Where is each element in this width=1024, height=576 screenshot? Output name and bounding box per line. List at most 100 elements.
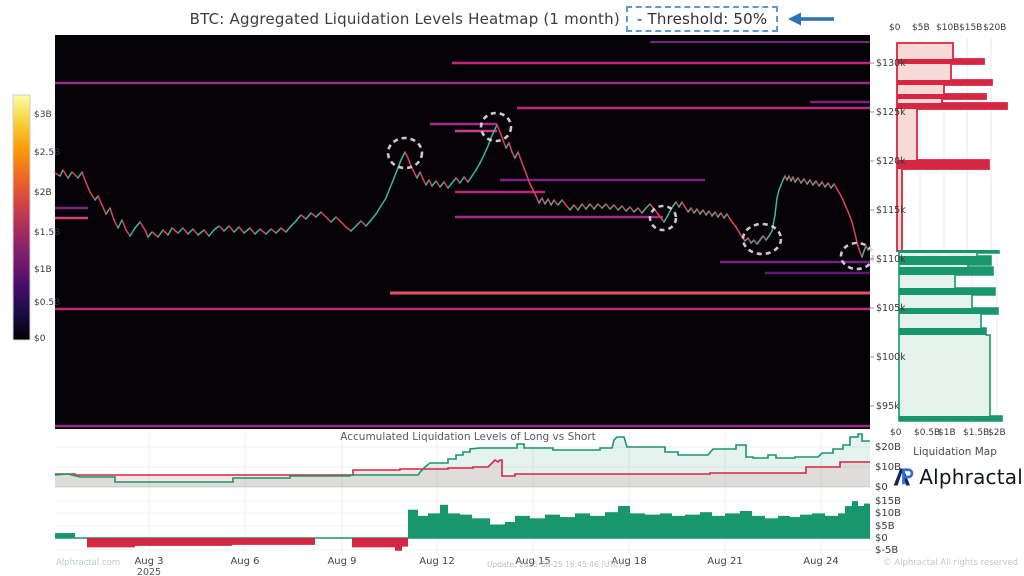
liquidation-map-label: Liquidation Map <box>913 446 997 458</box>
net-long-bar <box>790 517 800 538</box>
price-line-segment <box>270 228 277 234</box>
price-line-segment <box>762 235 767 241</box>
price-line-segment <box>726 213 731 220</box>
date-label: Aug 12 <box>419 556 455 567</box>
price-line-segment <box>738 231 743 238</box>
price-line-segment <box>806 179 811 185</box>
price-axis-label: $105k <box>876 303 906 314</box>
price-line-segment <box>84 179 91 193</box>
price-line-segment <box>729 218 734 224</box>
price-line-segment <box>487 137 492 147</box>
price-line-segment <box>97 195 103 206</box>
price-line-segment <box>824 182 829 188</box>
date-label: Aug 3 2025 <box>134 556 164 576</box>
price-line-segment <box>672 201 677 207</box>
price-line-segment <box>280 227 287 233</box>
price-line-segment <box>699 209 704 215</box>
price-line-segment <box>529 183 534 191</box>
price-line-segment <box>601 203 607 209</box>
threshold-arrow-icon <box>788 12 835 26</box>
net-short-bar <box>135 538 232 546</box>
price-line-segment <box>511 151 516 159</box>
price-line-segment <box>735 226 740 233</box>
price-line-segment <box>800 178 805 184</box>
net-long-bar <box>660 513 672 538</box>
price-line-segment <box>419 171 424 180</box>
net-axis-label: $15B <box>875 496 901 507</box>
liqmap-bottom-axis-label: $0 <box>890 428 902 438</box>
price-line-segment <box>129 227 136 237</box>
net-long-bar <box>778 515 790 538</box>
net-long-bar <box>845 506 852 538</box>
price-line-segment <box>649 203 655 210</box>
price-line-segment <box>467 175 473 183</box>
price-line-segment <box>62 169 69 179</box>
price-line-segment <box>139 221 146 231</box>
price-line-segment <box>663 216 668 223</box>
price-line-segment <box>653 208 659 215</box>
alphractal-logo-text: Alphractal <box>919 465 1023 489</box>
price-line-segment <box>496 124 501 133</box>
price-line-segment <box>425 179 430 186</box>
net-long-bar <box>605 512 618 538</box>
price-line-segment <box>544 198 549 205</box>
price-line-segment <box>550 199 555 206</box>
net-long-bar <box>472 518 490 538</box>
price-line-segment <box>463 176 469 183</box>
liqmap-bottom-axis-label: $2B <box>988 428 1006 438</box>
price-line-segment <box>404 151 409 159</box>
date-label: Aug 24 <box>803 556 839 567</box>
net-long-bar <box>645 514 660 538</box>
net-bars-panel <box>55 500 870 551</box>
colorbar <box>12 94 31 341</box>
net-long-bar <box>575 513 590 538</box>
price-line-segment <box>117 219 123 229</box>
price-line-segment <box>784 175 788 181</box>
price-line-segment <box>818 181 823 187</box>
price-line-segment <box>605 203 611 210</box>
net-long-bar <box>812 513 825 538</box>
price-line-segment <box>827 182 832 189</box>
price-line-segment <box>573 204 579 211</box>
liqmap-top-axis-label: $5B <box>912 23 930 33</box>
price-line-segment <box>493 124 498 132</box>
liqmap-bottom-axis-label: $1B <box>938 428 956 438</box>
liqmap-top-axis-label: $15B <box>959 23 983 33</box>
price-line-segment <box>532 189 537 197</box>
price-line-segment <box>380 197 387 207</box>
price-line-segment <box>208 229 215 237</box>
price-line-segment <box>693 208 698 214</box>
price-axis-label: $95k <box>876 401 900 412</box>
net-long-bar <box>418 515 428 538</box>
price-line-segment <box>162 229 169 236</box>
price-line-segment <box>666 210 671 218</box>
price-line-segment <box>455 177 461 184</box>
price-line-segment <box>517 151 522 161</box>
liqmap-longs-bar <box>899 256 991 265</box>
price-line-segment <box>803 178 808 185</box>
liqmap-bottom-axis-label: $1.5B <box>963 428 990 438</box>
price-line-segment <box>815 180 820 187</box>
price-line-segment <box>89 191 96 201</box>
date-label: Aug 6 <box>230 556 260 567</box>
price-line-segment <box>717 212 722 218</box>
net-long-bar <box>630 513 645 538</box>
price-line-segment <box>794 177 799 183</box>
price-line-segment <box>857 245 861 253</box>
price-line-segment <box>714 211 719 218</box>
chart-title: BTC: Aggregated Liquidation Levels Heatm… <box>0 4 1024 34</box>
net-long-bar <box>765 518 778 538</box>
price-line-segment <box>790 176 794 182</box>
liqmap-shorts-bar <box>897 103 1007 109</box>
net-long-bar <box>858 506 864 538</box>
price-line-segment <box>732 222 737 228</box>
price-line-segment <box>305 212 312 220</box>
price-line-segment <box>778 184 782 191</box>
price-line-segment <box>581 203 587 210</box>
liqmap-shorts-bar <box>897 160 989 169</box>
heatmap-background <box>55 35 870 429</box>
price-line-segment <box>788 175 792 182</box>
price-line-segment <box>711 211 716 217</box>
price-line-segment <box>782 175 786 181</box>
